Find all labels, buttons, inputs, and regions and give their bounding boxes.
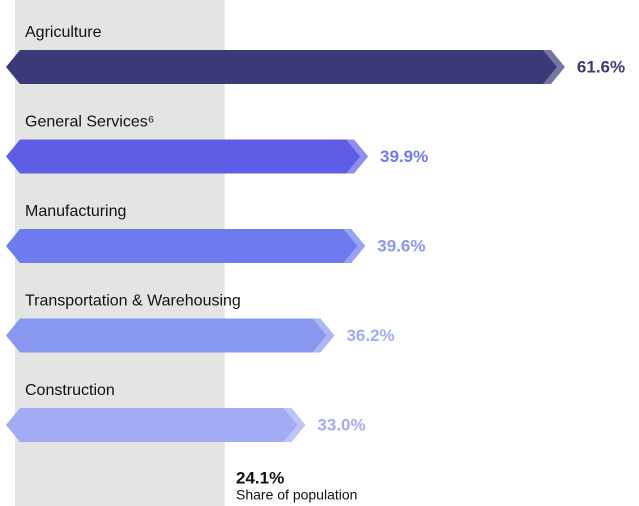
category-label: Construction [25, 382, 115, 399]
bar [6, 229, 366, 263]
bar [6, 50, 565, 84]
bar-facet [343, 229, 366, 263]
bar-facet [312, 318, 335, 353]
bar [6, 408, 306, 442]
category-label: Manufacturing [25, 203, 126, 220]
reference-label: Share of population [236, 487, 357, 503]
bar-facet [346, 139, 369, 174]
category-label: Agriculture [25, 24, 102, 41]
reference-value: 24.1% [236, 468, 284, 487]
bar [6, 318, 335, 353]
value-label: 39.6% [377, 236, 425, 255]
value-label: 36.2% [346, 326, 394, 345]
value-label: 33.0% [317, 415, 365, 434]
bar [6, 139, 369, 174]
category-label: General Services⁶ [25, 114, 154, 131]
bar-facet [283, 408, 306, 442]
value-label: 61.6% [577, 57, 625, 76]
category-label: Transportation & Warehousing [25, 293, 241, 310]
bar-facet [542, 50, 565, 84]
value-label: 39.9% [380, 147, 428, 166]
